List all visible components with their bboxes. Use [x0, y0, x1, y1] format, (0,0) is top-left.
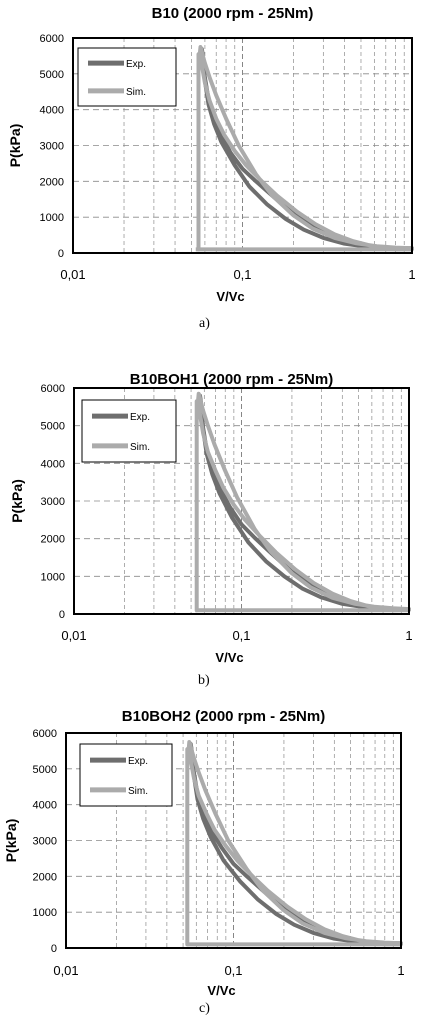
y-tick-label: 1000: [41, 571, 65, 583]
x-tick-label: 0,1: [232, 628, 250, 643]
chart-svg-a: 0 1000 2000 3000 4000 5000 6000 0,01 0,1 1 B10 (20…: [7, 5, 416, 304]
chart-svg-c: 0 1000 2000 3000 4000 5000 6000 0,01 0,1 1 B10BOH2…: [3, 708, 405, 998]
chart-panel-c: 0 1000 2000 3000 4000 5000 6000 0,01 0,1 1 B10BOH2…: [0, 700, 421, 1026]
legend: Exp. Sim.: [77, 47, 177, 107]
x-axis-label: V/Vc: [215, 650, 243, 665]
x-tick-label: 0,1: [233, 267, 251, 282]
chart-svg-b: 0 1000 2000 3000 4000 5000 6000 0,01 0,1 1 B10BOH1…: [9, 371, 413, 665]
y-tick-label: 2000: [41, 534, 65, 546]
y-tick-label: 2000: [33, 871, 57, 883]
series-line-sim: [196, 45, 414, 252]
x-tick-label: 1: [408, 267, 415, 282]
legend-label-sim: Sim.: [128, 786, 148, 797]
x-axis-label: V/Vc: [207, 983, 235, 998]
x-tick-label: 0,01: [60, 267, 85, 282]
panel-label-c: c): [199, 1001, 210, 1016]
chart-title: B10BOH1 (2000 rpm - 25Nm): [130, 371, 333, 388]
y-tick-label: 6000: [40, 33, 64, 45]
legend-label-exp: Exp.: [130, 412, 150, 423]
y-tick-label: 0: [59, 609, 65, 621]
plot-area-frame: [73, 387, 410, 615]
y-axis-label: P(kPa): [9, 479, 25, 523]
plot-area-frame: [65, 732, 402, 949]
y-tick-label: 3000: [33, 836, 57, 848]
x-tick-label: 0,01: [53, 963, 78, 978]
legend: Exp. Sim.: [81, 399, 177, 463]
legend-label-sim: Sim.: [130, 442, 150, 453]
y-tick-label: 5000: [40, 69, 64, 81]
y-tick-label: 6000: [33, 728, 57, 740]
legend-box: [81, 399, 177, 463]
y-axis-label: P(kPa): [7, 124, 23, 168]
y-tick-label: 4000: [40, 105, 64, 117]
chart-title: B10 (2000 rpm - 25Nm): [152, 5, 314, 22]
legend-box: [79, 743, 173, 807]
legend-label-sim: Sim.: [126, 87, 146, 98]
legend: Exp. Sim.: [79, 743, 173, 807]
legend-label-exp: Exp.: [126, 59, 146, 70]
y-tick-label: 4000: [33, 800, 57, 812]
y-tick-label: 2000: [40, 176, 64, 188]
y-tick-label: 5000: [41, 421, 65, 433]
y-tick-label: 5000: [33, 764, 57, 776]
y-tick-label: 1000: [33, 907, 57, 919]
plot-area-frame: [72, 37, 413, 254]
legend-label-exp: Exp.: [128, 756, 148, 767]
y-tick-label: 1000: [40, 212, 64, 224]
chart-panel-a: 0 1000 2000 3000 4000 5000 6000 0,01 0,1 1 B10 (20…: [0, 0, 421, 345]
y-tick-label: 4000: [41, 458, 65, 470]
legend-box: [77, 47, 177, 107]
x-tick-label: 0,1: [224, 963, 242, 978]
y-tick-label: 0: [58, 248, 64, 260]
x-tick-label: 1: [405, 628, 412, 643]
panel-label-a: a): [199, 316, 210, 331]
x-tick-label: 0,01: [61, 628, 86, 643]
chart-panel-b: 0 1000 2000 3000 4000 5000 6000 0,01 0,1 1 B10BOH1…: [0, 362, 421, 707]
x-axis-label: V/Vc: [216, 289, 244, 304]
y-tick-label: 3000: [41, 496, 65, 508]
chart-title: B10BOH2 (2000 rpm - 25Nm): [122, 708, 325, 725]
x-tick-label: 1: [397, 963, 404, 978]
y-tick-label: 3000: [40, 141, 64, 153]
panel-label-b: b): [198, 673, 210, 688]
y-axis-label: P(kPa): [3, 819, 19, 863]
y-tick-label: 6000: [41, 383, 65, 395]
y-tick-label: 0: [51, 943, 57, 955]
